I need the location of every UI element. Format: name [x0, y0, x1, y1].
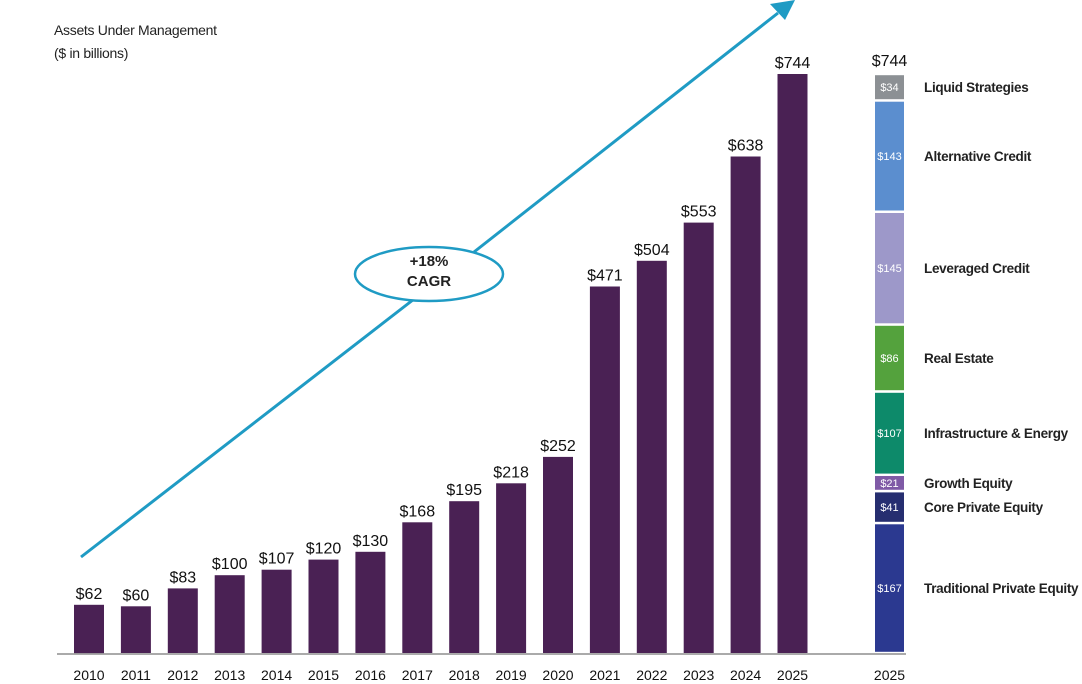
stack-segment [875, 101, 904, 211]
bar-value-label: $168 [400, 503, 436, 520]
x-tick-label: 2015 [308, 667, 339, 683]
main-bars: $62 2010 $60 2011 $83 2012 $100 2013 $107 2014 $12… [73, 55, 810, 683]
bar-value-label: $638 [728, 138, 764, 155]
x-tick-label: 2017 [402, 667, 433, 683]
legend-label: Core Private Equity [924, 500, 1044, 515]
bar [449, 501, 480, 653]
x-tick-label: 2014 [261, 667, 292, 683]
stack-segment [875, 524, 904, 652]
legend-label: Infrastructure & Energy [924, 426, 1069, 441]
cagr-label: CAGR [406, 273, 452, 290]
x-tick-label: 2019 [496, 667, 527, 683]
stack-segment [875, 492, 904, 522]
legend-label: Alternative Credit [924, 149, 1032, 164]
cagr-arrow [80, 0, 795, 559]
x-tick-label: 2016 [355, 667, 386, 683]
x-tick-label: 2012 [167, 667, 198, 683]
cagr-ellipse [353, 245, 505, 303]
bar [543, 456, 573, 653]
bar [402, 522, 433, 653]
y-axis-title: Assets Under Management [54, 22, 217, 38]
segment-value-label: $34 [880, 82, 898, 94]
x-tick-label: 2024 [730, 667, 761, 683]
bar-value-label: $553 [681, 204, 717, 221]
stack-segment [875, 75, 904, 100]
cagr-value: +18% [409, 253, 449, 270]
bar-value-label: $62 [76, 586, 103, 603]
bar [589, 286, 620, 653]
bar [683, 222, 714, 653]
bar-value-label: $83 [169, 569, 196, 586]
cagr-annotation: +18% CAGR [355, 246, 503, 300]
bar-value-label: $107 [259, 551, 295, 568]
bar-value-label: $218 [493, 464, 529, 481]
bar [308, 559, 339, 653]
bar [636, 260, 667, 653]
bar [214, 575, 245, 653]
bar [261, 569, 292, 653]
segment-value-label: $145 [877, 263, 901, 275]
x-tick-label: 2011 [121, 667, 151, 683]
legend-label: Liquid Strategies [924, 80, 1028, 95]
stack-segment [875, 392, 904, 474]
bar [496, 483, 527, 653]
bar-value-label: $130 [353, 533, 389, 550]
segment-value-label: $86 [880, 353, 898, 365]
stacked-bar-2025: $167 Traditional Private Equity $41 Core Pr… [872, 53, 1080, 683]
bar [730, 156, 761, 653]
bar [777, 74, 808, 653]
bar-value-label: $744 [775, 55, 811, 72]
legend-label: Real Estate [924, 351, 994, 366]
segment-value-label: $41 [880, 502, 898, 514]
x-tick-label: 2025 [777, 667, 808, 683]
segment-value-label: $167 [877, 583, 901, 595]
x-tick-label: 2013 [214, 667, 245, 683]
x-tick-label: 2021 [589, 667, 620, 683]
legend-label: Growth Equity [924, 476, 1013, 491]
bar-value-label: $504 [634, 242, 670, 259]
x-tick-label: 2020 [542, 667, 573, 683]
bar-value-label: $120 [306, 541, 342, 558]
legend-label: Traditional Private Equity [924, 581, 1079, 596]
bar [74, 604, 104, 654]
stack-segment [875, 325, 904, 391]
segment-value-label: $143 [877, 151, 901, 163]
stack-total-label: $744 [872, 53, 908, 70]
bar-value-label: $252 [540, 438, 576, 455]
x-tick-label: 2025 [874, 667, 905, 683]
x-tick-label: 2023 [683, 667, 714, 683]
bar-value-label: $100 [212, 556, 248, 573]
bar [355, 551, 386, 653]
x-tick-label: 2010 [73, 667, 104, 683]
segment-value-label: $107 [877, 428, 901, 440]
segment-value-label: $21 [880, 478, 898, 490]
cagr-arrow-line [473, 11, 779, 254]
legend-label: Leveraged Credit [924, 261, 1030, 276]
x-tick-label: 2022 [636, 667, 667, 683]
bar [120, 606, 151, 653]
bar-value-label: $471 [587, 268, 623, 285]
cagr-arrow-line [80, 294, 419, 559]
bar-value-label: $60 [123, 587, 150, 604]
y-axis-unit: ($ in billions) [54, 45, 129, 61]
stack-segment [875, 476, 904, 490]
bar [167, 588, 198, 653]
cagr-arrow-head [770, 0, 795, 20]
x-tick-label: 2018 [449, 667, 480, 683]
bar-value-label: $195 [446, 482, 482, 499]
stack-segment [875, 213, 904, 324]
